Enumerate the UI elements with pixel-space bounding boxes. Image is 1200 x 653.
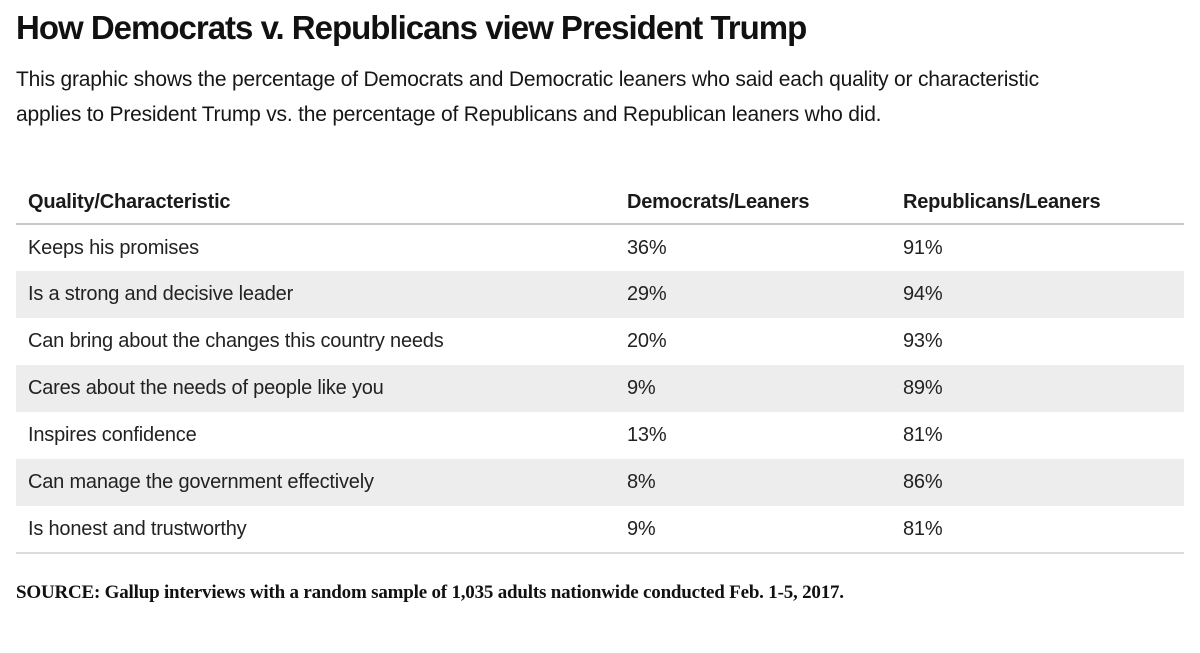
table-header-row: Quality/Characteristic Democrats/Leaners… (16, 182, 1184, 226)
cell-democrats: 8% (627, 459, 903, 507)
cell-democrats: 9% (627, 365, 903, 413)
cell-quality: Can bring about the changes this country… (28, 330, 444, 353)
graphic-description: This graphic shows the percentage of Dem… (16, 68, 1039, 127)
table-row: Can bring about the changes this country… (16, 318, 1184, 365)
cell-democrats: 36% (627, 236, 667, 259)
cell-democrats: 13% (627, 424, 667, 447)
cell-republicans: 89% (903, 365, 1184, 413)
cell-republicans: 86% (903, 459, 1184, 507)
col-header-republicans: Republicans/Leaners (903, 182, 1184, 226)
table-row: Inspires confidence 13% 81% (16, 412, 1184, 459)
cell-republicans: 81% (903, 506, 1184, 555)
poll-results-table: Quality/Characteristic Democrats/Leaners… (16, 182, 1184, 555)
cell-republicans: 81% (903, 424, 943, 447)
graphic-container: How Democrats v. Republicans view Presid… (16, 9, 1184, 604)
table-row: Is a strong and decisive leader 29% 94% (16, 271, 1184, 319)
table-row: Cares about the needs of people like you… (16, 365, 1184, 413)
cell-republicans: 91% (903, 236, 943, 259)
table-row: Keeps his promises 36% 91% (16, 224, 1184, 271)
cell-democrats: 9% (627, 506, 903, 555)
page-title: How Democrats v. Republicans view Presid… (16, 9, 807, 46)
cell-quality: Keeps his promises (28, 236, 199, 259)
source-attribution: SOURCE: Gallup interviews with a random … (16, 582, 844, 604)
table-row: Is honest and trustworthy 9% 81% (16, 506, 1184, 555)
cell-quality: Inspires confidence (28, 424, 197, 447)
col-header-quality: Quality/Characteristic (16, 182, 627, 226)
table-row: Can manage the government effectively 8%… (16, 459, 1184, 507)
cell-quality: Cares about the needs of people like you (16, 365, 627, 413)
col-header-democrats: Democrats/Leaners (627, 182, 903, 226)
cell-quality: Is a strong and decisive leader (16, 271, 627, 319)
table-header: Quality/Characteristic Democrats/Leaners… (16, 182, 1184, 226)
cell-republicans: 93% (903, 330, 943, 353)
cell-quality: Can manage the government effectively (16, 459, 627, 507)
cell-republicans: 94% (903, 271, 1184, 319)
cell-quality: Is honest and trustworthy (16, 506, 627, 555)
cell-democrats: 29% (627, 271, 903, 319)
cell-democrats: 20% (627, 330, 667, 353)
